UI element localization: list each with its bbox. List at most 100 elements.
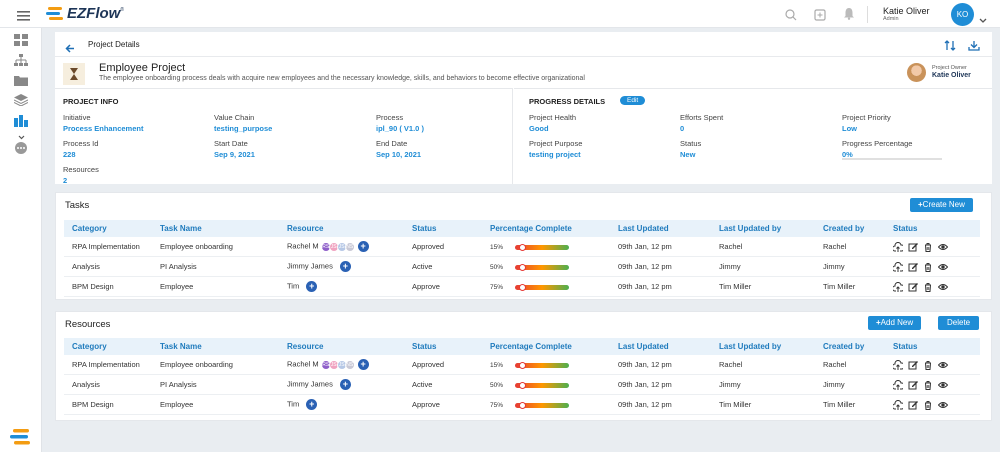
delete-button[interactable]: Delete xyxy=(938,316,980,330)
status-cell: Approve xyxy=(412,400,440,409)
column-header: Created by xyxy=(823,224,865,233)
field-value: testing_purpose xyxy=(214,124,273,133)
search-icon[interactable] xyxy=(785,8,797,26)
add-resource-button[interactable]: + xyxy=(357,241,369,252)
add-box-icon[interactable] xyxy=(814,8,826,26)
layers-icon[interactable] xyxy=(13,93,29,111)
edit-icon[interactable] xyxy=(908,360,918,370)
progress-bar xyxy=(515,263,569,271)
edit-icon[interactable] xyxy=(908,282,918,292)
progress-bar xyxy=(515,381,569,389)
delete-label: Delete xyxy=(947,318,971,327)
percentage-complete-cell: 75% xyxy=(490,282,618,291)
upload-icon[interactable] xyxy=(892,281,906,292)
swap-icon[interactable] xyxy=(944,38,956,56)
chevron-down-icon[interactable] xyxy=(18,127,25,145)
trash-icon[interactable] xyxy=(923,282,933,292)
hierarchy-icon[interactable] xyxy=(14,53,28,71)
table-row[interactable]: RPA Implementation Employee onboarding Rac… xyxy=(64,237,980,257)
edit-icon[interactable] xyxy=(908,242,918,252)
field-value: 0 xyxy=(680,124,685,133)
resource-name: Rachel M xyxy=(287,241,319,251)
edit-icon[interactable] xyxy=(908,262,918,272)
eye-icon[interactable] xyxy=(937,380,949,390)
task-name-cell: PI Analysis xyxy=(160,380,197,389)
avatar-initials: KO xyxy=(956,10,969,19)
project-info-section: PROJECT INFO Initiative Process Enhanceme… xyxy=(55,88,513,185)
field-value: 228 xyxy=(63,150,76,159)
add-resource-button[interactable]: + xyxy=(339,379,351,390)
chevron-down-icon[interactable] xyxy=(979,11,987,29)
upload-icon[interactable] xyxy=(892,399,906,410)
task-name-cell: Employee onboarding xyxy=(160,360,233,369)
table-row[interactable]: BPM Design Employee Tim + Approve 75% 09th Jan… xyxy=(64,395,980,415)
app-logo[interactable]: EZFlow ® xyxy=(46,5,124,22)
eye-icon[interactable] xyxy=(937,242,949,252)
edit-icon[interactable] xyxy=(908,400,918,410)
trash-icon[interactable] xyxy=(923,400,933,410)
field-value: ipl_90 ( V1.0 ) xyxy=(376,124,424,133)
trash-icon[interactable] xyxy=(923,242,933,252)
avatar[interactable]: KO xyxy=(951,3,974,26)
table-row[interactable]: RPA Implementation Employee onboarding Rac… xyxy=(64,355,980,375)
upload-icon[interactable] xyxy=(892,261,906,272)
field-label: Project Purpose xyxy=(529,139,583,148)
menu-icon[interactable] xyxy=(17,8,30,26)
divider xyxy=(55,56,992,57)
edit-button[interactable]: Edit xyxy=(620,96,646,105)
upload-icon[interactable] xyxy=(892,241,906,252)
field-label: End Date xyxy=(376,139,408,148)
add-new-button[interactable]: +Add New xyxy=(868,316,922,330)
bell-icon[interactable] xyxy=(843,7,855,25)
dashboard-icon[interactable] xyxy=(14,33,28,51)
row-actions xyxy=(892,399,965,410)
upload-icon[interactable] xyxy=(892,379,906,390)
progress-bar xyxy=(515,243,569,251)
folder-icon[interactable] xyxy=(14,73,28,91)
column-header: Resource xyxy=(287,224,324,233)
upload-icon[interactable] xyxy=(892,359,906,370)
edit-icon[interactable] xyxy=(908,380,918,390)
field-value: Low xyxy=(842,124,857,133)
add-resource-button[interactable]: + xyxy=(306,399,318,410)
eye-icon[interactable] xyxy=(937,360,949,370)
project-info-title: PROJECT INFO xyxy=(63,97,119,106)
download-icon[interactable] xyxy=(968,38,980,56)
column-header: Last Updated by xyxy=(719,224,782,233)
trash-icon[interactable] xyxy=(923,262,933,272)
more-icon[interactable] xyxy=(14,141,28,159)
add-resource-button[interactable]: + xyxy=(339,261,351,272)
avatar-group: RS JS JS NS xyxy=(320,359,355,370)
user-name: Katie Oliver xyxy=(883,6,930,16)
trash-icon[interactable] xyxy=(923,360,933,370)
field-label: Value Chain xyxy=(214,113,255,122)
eye-icon[interactable] xyxy=(937,400,949,410)
eye-icon[interactable] xyxy=(937,282,949,292)
create-new-button[interactable]: +Create New xyxy=(910,198,973,212)
table-row[interactable]: Analysis PI Analysis Jimmy James + Active 50%… xyxy=(64,257,980,277)
field-label: Project Priority xyxy=(842,113,891,122)
ezflow-small-logo-icon[interactable] xyxy=(10,428,32,451)
back-arrow-icon[interactable] xyxy=(65,40,75,58)
resource-cell: Jimmy James + xyxy=(287,261,412,272)
tasks-table: Category Task Name Resource Status Percentag… xyxy=(64,220,980,297)
resource-name: Tim xyxy=(287,399,300,409)
add-resource-button[interactable]: + xyxy=(357,359,369,370)
table-row[interactable]: BPM Design Employee Tim + Approve 75% 09th Jan… xyxy=(64,277,980,297)
eye-icon[interactable] xyxy=(937,262,949,272)
task-name-cell: Employee onboarding xyxy=(160,242,233,251)
column-header: Last Updated xyxy=(618,224,669,233)
field-value: Good xyxy=(529,124,549,133)
projects-icon[interactable] xyxy=(14,114,28,132)
column-header: Status xyxy=(412,224,437,233)
efforts-spent-field: Efforts Spent 0 xyxy=(680,113,723,133)
percentage-value: 75% xyxy=(490,402,504,409)
add-resource-button[interactable]: + xyxy=(306,281,318,292)
last-updated-cell: 09th Jan, 12 pm xyxy=(618,282,672,291)
progress-bar xyxy=(515,401,569,409)
table-row[interactable]: Analysis PI Analysis Jimmy James + Active 50%… xyxy=(64,375,980,395)
resource-cell: Rachel M RS JS JS NS + xyxy=(287,241,412,252)
field-value: testing project xyxy=(529,150,581,159)
trash-icon[interactable] xyxy=(923,380,933,390)
task-name-cell: Employee xyxy=(160,282,194,291)
